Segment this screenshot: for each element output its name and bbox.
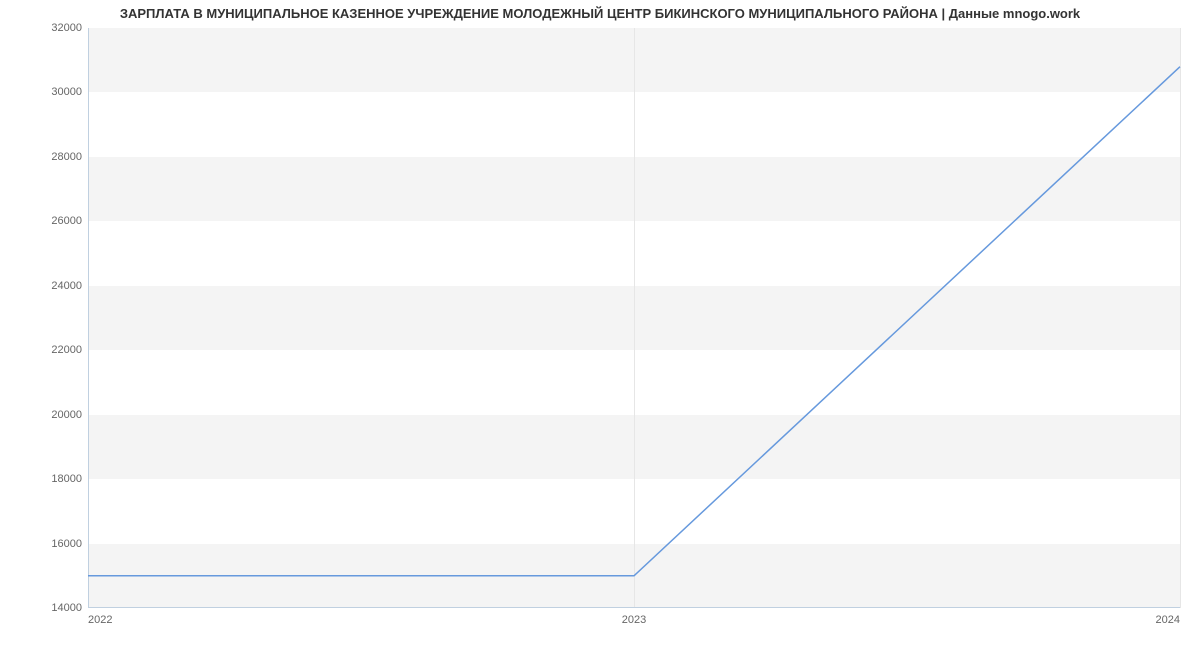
y-tick-label: 26000 (51, 215, 88, 227)
y-tick-label: 24000 (51, 280, 88, 292)
y-tick-label: 30000 (51, 86, 88, 98)
x-tick-label: 2022 (88, 608, 112, 626)
y-tick-label: 16000 (51, 538, 88, 550)
salary-line-chart: ЗАРПЛАТА В МУНИЦИПАЛЬНОЕ КАЗЕННОЕ УЧРЕЖД… (0, 0, 1200, 650)
y-tick-label: 32000 (51, 22, 88, 34)
series-line (88, 28, 1180, 608)
y-tick-label: 20000 (51, 409, 88, 421)
x-tick-label: 2023 (622, 608, 646, 626)
chart-title: ЗАРПЛАТА В МУНИЦИПАЛЬНОЕ КАЗЕННОЕ УЧРЕЖД… (0, 6, 1200, 21)
y-tick-label: 18000 (51, 473, 88, 485)
x-tick-label: 2024 (1156, 608, 1180, 626)
y-tick-label: 14000 (51, 602, 88, 614)
plot-area: 1400016000180002000022000240002600028000… (88, 28, 1180, 608)
y-tick-label: 28000 (51, 151, 88, 163)
y-tick-label: 22000 (51, 344, 88, 356)
